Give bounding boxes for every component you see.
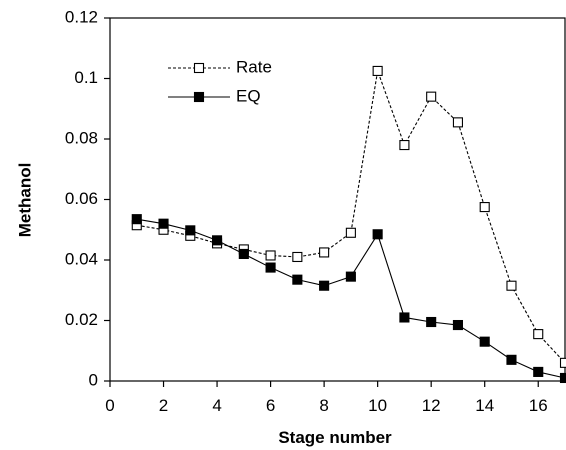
data-point-rate	[399, 140, 410, 151]
x-tick-label: 6	[266, 396, 275, 415]
data-point-rate	[479, 202, 490, 213]
y-tick-label: 0.02	[65, 310, 98, 329]
plot-frame	[109, 17, 566, 382]
data-point-rate	[372, 65, 383, 76]
data-point-rate	[559, 357, 566, 368]
data-point-rate	[426, 91, 437, 102]
data-point-eq	[265, 262, 276, 273]
data-point-eq	[506, 354, 517, 365]
data-point-eq	[452, 319, 463, 331]
y-tick-label: 0.1	[74, 68, 98, 87]
x-tick-label: 10	[368, 396, 387, 415]
data-point-eq	[158, 218, 169, 229]
data-point-eq	[479, 336, 490, 347]
x-tick-label: 0	[105, 396, 114, 415]
data-point-rate	[265, 250, 276, 261]
x-axis-title: Stage number	[278, 428, 392, 447]
series-line-eq	[136, 218, 566, 379]
data-point-rate	[292, 251, 303, 263]
data-point-rate	[345, 227, 356, 238]
series-layer	[131, 65, 566, 384]
data-point-rate	[319, 247, 330, 258]
legend-marker-eq	[193, 91, 205, 103]
y-axis-title: Methanol	[15, 163, 34, 238]
y-tick-label: 0	[89, 370, 98, 389]
data-point-rate	[533, 329, 544, 340]
data-point-eq	[372, 229, 383, 240]
axes: 0 0.02 0.04 0.06 0.08 0.1 0.12 0 2 4 6 8 10 12 14 16	[65, 7, 566, 415]
data-point-eq	[345, 271, 356, 282]
y-tick-label: 0.12	[65, 7, 98, 26]
legend-label-rate: Rate	[236, 57, 272, 76]
y-tick-label: 0.06	[65, 189, 98, 208]
legend: Rate EQ	[168, 57, 272, 105]
x-tick-label: 14	[475, 396, 494, 415]
y-axis-title-group: Methanol	[15, 163, 34, 238]
data-point-rate	[452, 117, 463, 128]
y-tick-label: 0.04	[65, 249, 98, 268]
series-line-rate	[136, 68, 566, 364]
data-point-eq	[185, 225, 196, 236]
x-tick-label: 2	[159, 396, 168, 415]
data-point-eq	[131, 214, 142, 225]
x-tick-label: 4	[212, 396, 221, 415]
data-point-eq	[238, 248, 249, 259]
x-tick-label: 12	[422, 396, 441, 415]
legend-marker-rate	[193, 62, 205, 74]
data-point-eq	[212, 235, 223, 246]
x-tick-label: 16	[529, 396, 548, 415]
y-tick-label: 0.08	[65, 128, 98, 147]
data-point-eq	[533, 366, 544, 377]
data-point-eq	[319, 280, 330, 291]
data-point-eq	[426, 316, 437, 328]
data-point-eq	[559, 372, 566, 384]
data-point-rate	[506, 280, 517, 291]
data-point-eq	[399, 312, 410, 323]
x-tick-label: 8	[319, 396, 328, 415]
legend-label-eq: EQ	[236, 86, 261, 105]
data-point-eq	[292, 274, 303, 285]
